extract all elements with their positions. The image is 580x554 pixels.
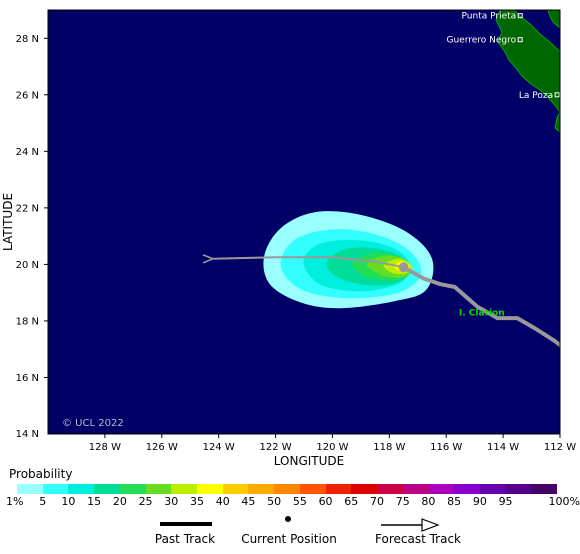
lat-tick-label-2: 20 N xyxy=(16,260,39,271)
scale-label-18: 90 xyxy=(472,495,487,508)
current-position-label: Current Position xyxy=(241,532,337,546)
scale-swatch-8 xyxy=(222,484,249,494)
scale-swatch-0 xyxy=(17,484,43,494)
lon-tick-label-0: 128 W xyxy=(89,442,121,453)
lon-tick-label-1: 126 W xyxy=(146,442,178,453)
scale-label-20: 100% xyxy=(548,495,580,508)
scale-swatch-16 xyxy=(428,484,455,494)
track-key: Past Track Current Position Forecast Tra… xyxy=(155,516,461,546)
probability-scale-labels: 1% 5 10 15 20 25 30 35 40 45 50 55 60 65 70 75 80 85 90 95 1… xyxy=(0,495,580,509)
lon-tick-label-3: 122 W xyxy=(259,442,291,453)
scale-label-12: 60 xyxy=(318,495,333,508)
scale-swatch-18 xyxy=(479,484,506,494)
scale-label-16: 80 xyxy=(421,495,436,508)
lon-tick-label-5: 118 W xyxy=(373,442,405,453)
scale-label-14: 70 xyxy=(370,495,384,508)
storm-probability-map: Punta Prieta Guerrero Negro La Poza I. Cla… xyxy=(1,9,576,468)
scale-swatch-9 xyxy=(248,484,275,494)
scale-swatch-5 xyxy=(145,484,172,494)
forecast-track-line xyxy=(213,257,404,269)
lat-tick-label-bottom: 14 N xyxy=(16,429,39,440)
forecast-arrow-icon xyxy=(421,518,440,532)
mainland-coast xyxy=(547,10,560,29)
past-track-label: Past Track xyxy=(155,532,215,546)
place-marker-1 xyxy=(517,37,523,43)
scale-swatch-20 xyxy=(531,484,558,494)
scale-swatch-2 xyxy=(68,484,95,494)
scale-label-7: 35 xyxy=(190,495,204,508)
scale-swatch-11 xyxy=(299,484,326,494)
current-position-marker xyxy=(398,262,409,273)
scale-swatch-13 xyxy=(351,484,378,494)
forecast-track-label: Forecast Track xyxy=(375,532,461,546)
scale-swatch-10 xyxy=(274,484,300,494)
baja-california-land xyxy=(495,10,560,113)
scale-label-10: 50 xyxy=(267,495,282,508)
scale-label-3: 15 xyxy=(87,495,102,508)
probability-color-scale xyxy=(17,484,558,494)
scale-swatch-7 xyxy=(197,484,223,494)
lat-tick-label-1: 18 N xyxy=(16,316,39,327)
place-label-2: La Poza xyxy=(519,91,553,101)
scale-label-5: 25 xyxy=(138,495,153,508)
scale-swatch-12 xyxy=(325,484,352,494)
scale-label-0: 1% xyxy=(6,495,24,508)
place-marker-2 xyxy=(554,92,560,98)
scale-label-2: 10 xyxy=(61,495,76,508)
scale-label-8: 40 xyxy=(215,495,230,508)
scale-label-15: 75 xyxy=(395,495,410,508)
lon-tick-label-4: 120 W xyxy=(316,442,348,453)
place-label-1: Guerrero Negro xyxy=(447,36,517,46)
lon-tick-label-8: 112 W xyxy=(544,442,576,453)
scale-swatch-3 xyxy=(94,484,120,494)
scale-label-17: 85 xyxy=(447,495,462,508)
latitude-title: LATITUDE xyxy=(1,193,15,251)
scale-swatch-15 xyxy=(402,484,429,494)
lat-tick-label-4: 24 N xyxy=(16,147,39,158)
scale-label-19: 95 xyxy=(498,495,513,508)
latitude-axis: 16 N 18 N 20 N 22 N 24 N 26 N 28 N xyxy=(16,34,48,384)
scale-label-4: 20 xyxy=(112,495,127,508)
scale-swatch-19 xyxy=(505,484,532,494)
lat-tick-label-3: 22 N xyxy=(16,203,39,214)
current-position-swatch xyxy=(285,516,291,522)
plot-frame xyxy=(47,9,561,435)
scale-label-1: 5 xyxy=(39,495,47,508)
longitude-axis: 128 W 126 W 124 W 122 W 120 W 118 W 116 W 114 W… xyxy=(89,434,576,453)
place-marker-0 xyxy=(517,13,523,19)
scale-label-6: 30 xyxy=(164,495,179,508)
copyright-text: © UCL 2022 xyxy=(62,418,124,429)
scale-swatch-1 xyxy=(42,484,69,494)
scale-swatch-6 xyxy=(171,484,198,494)
lon-tick-label-6: 116 W xyxy=(430,442,462,453)
legend-title: Probability xyxy=(9,467,73,481)
scale-label-9: 45 xyxy=(241,495,256,508)
past-track-line xyxy=(401,265,560,348)
scale-label-11: 55 xyxy=(292,495,307,508)
lat-tick-label-0: 16 N xyxy=(16,373,39,384)
lon-tick-label-2: 124 W xyxy=(203,442,235,453)
scale-label-13: 65 xyxy=(344,495,359,508)
island-label: I. Clarion xyxy=(459,308,505,318)
scale-swatch-17 xyxy=(454,484,480,494)
longitude-title: LONGITUDE xyxy=(274,454,344,468)
peninsula-tip xyxy=(554,111,560,133)
lon-tick-label-7: 114 W xyxy=(487,442,519,453)
scale-swatch-14 xyxy=(377,484,403,494)
lat-tick-label-6: 28 N xyxy=(16,34,39,45)
lat-tick-label-5: 26 N xyxy=(16,90,39,101)
place-label-0: Punta Prieta xyxy=(462,12,517,22)
scale-swatch-4 xyxy=(119,484,146,494)
